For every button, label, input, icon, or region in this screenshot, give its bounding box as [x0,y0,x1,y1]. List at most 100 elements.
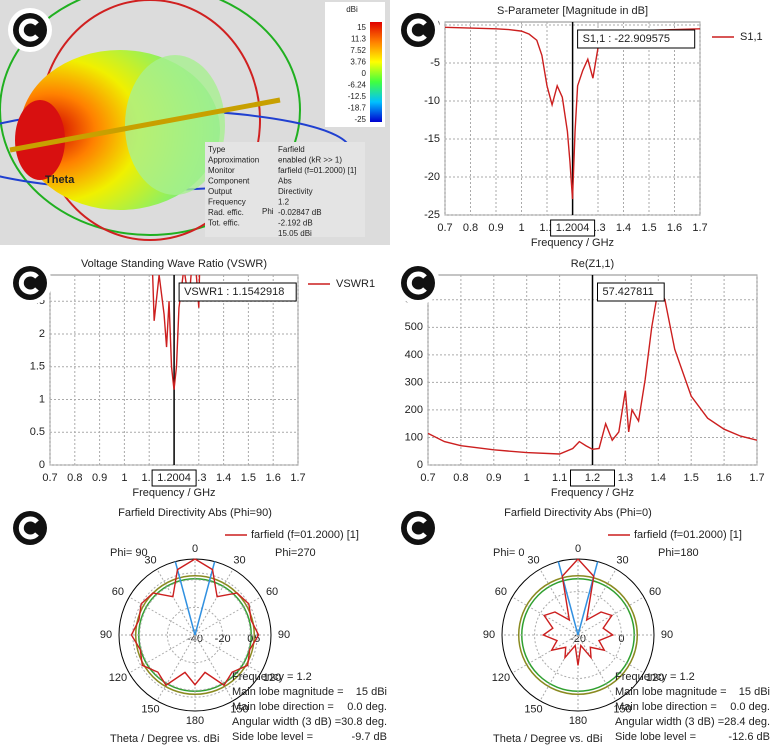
grid-spoke [539,634,579,702]
beamwidth-line [174,561,196,636]
y-tick-label: 200 [405,404,423,416]
beamwidth-line [577,561,599,636]
info-value: Directivity [278,187,313,196]
phi-label: Phi= 0 [493,547,525,559]
x-tick-label: 0.8 [453,472,468,484]
info-key: Frequency [208,198,246,207]
x-tick-label: 0.9 [488,222,503,234]
marker-box [151,469,197,487]
theta-tick-label: 60 [112,586,124,598]
x-axis-label: Theta / Degree vs. dBi [110,733,219,745]
info-key: Type [208,145,226,154]
logo [18,516,39,540]
theta-tick-label: 60 [266,586,278,598]
logo [401,266,435,300]
x-tick-label: 0.7 [437,222,452,234]
info-key: Angular width (3 dB) = [615,716,724,728]
info-value: 15.05 dBi [278,229,312,238]
y-tick-label: 300 [405,376,423,388]
info-value: -2.192 dB [278,219,313,228]
pattern [125,55,225,195]
grid-spoke [577,568,617,636]
logo [401,511,435,545]
theta-tick-label: 90 [100,629,112,641]
info-value: Farfield [278,145,305,154]
grid-spoke [194,634,262,674]
x-tick-label: 1 [518,222,524,234]
info-key: Component [208,177,250,186]
x-tick-label: 1.4 [216,472,231,484]
x-tick-label: 1.5 [241,472,256,484]
x-tick-label: 1.4 [616,222,631,234]
r-tick-label: 0 [618,633,624,645]
annotation: VSWR1 : 1.1542918 [184,286,284,298]
info-box [205,142,365,237]
logo [406,18,427,42]
info-value: -9.7 dB [352,731,387,743]
y-tick-label: -15 [424,133,440,145]
grid-spoke [194,596,262,636]
colorbar-unit: dBi [346,5,358,14]
grid-spoke [128,634,196,674]
x-tick-label: 1.3 [618,472,633,484]
chart-title: Farfield Directivity Abs (Phi=0) [504,507,652,519]
x-tick-label: 1.7 [749,472,764,484]
antenna [9,97,281,153]
axis-label: Phi [262,207,274,216]
x-tick-label: 1 [121,472,127,484]
info-value: 0.0 deg. [347,701,387,713]
colorbar-label: 0 [362,69,367,78]
logo [13,266,47,300]
farfield-3d-panel: dBi Theta Phi [0,0,390,245]
grid-spoke [128,596,196,636]
x-tick-label: 1.6 [266,472,281,484]
grid-ring [132,572,258,698]
marker-label: 1.2004 [556,222,590,234]
x-tick-label: 0.9 [486,472,501,484]
grid-spoke [156,634,196,702]
theta-tick-label: 90 [661,629,673,641]
x-tick-label: 1.7 [692,222,707,234]
y-tick-label: 100 [405,431,423,443]
series-line [151,275,201,390]
colorbar-label: -18.7 [348,104,367,113]
info-key: Output [208,187,233,196]
y-tick-label: -5 [430,57,440,69]
logo [13,511,47,545]
theta-tick-label: 180 [569,715,587,727]
y-tick-label: 0 [417,459,423,471]
pattern [15,100,65,180]
chart-title: Farfield Directivity Abs (Phi=90) [118,507,272,519]
theta-tick-label: 150 [524,703,542,715]
chart-title: S-Parameter [Magnitude in dB] [497,5,648,17]
info-value: enabled (kR >> 1) [278,156,342,165]
colorbar-label: 3.76 [350,58,366,67]
logo [406,516,427,540]
info-value: 30.8 deg. [341,716,387,728]
theta-tick-label: 0 [192,543,198,555]
info-key: Tot. effic. [208,219,240,228]
logo [406,271,427,295]
info-value: -0.02847 dB [278,208,322,217]
x-tick-label: 0.8 [67,472,82,484]
colorbar-label: 7.52 [350,46,366,55]
phi-label: Phi=270 [275,547,316,559]
theta-tick-label: 180 [186,715,204,727]
info-key: Frequency = 1.2 [615,671,695,683]
info-key: Side lobe level = [615,731,696,743]
info-key: Monitor [208,166,235,175]
chart-title: Re(Z1,1) [571,258,614,270]
x-tick-label: 0.7 [420,472,435,484]
logo [18,18,39,42]
logo [13,13,47,47]
logo [18,271,39,295]
theta-tick-label: 90 [278,629,290,641]
info-key: Side lobe level = [232,731,313,743]
y-tick-label: -10 [424,95,440,107]
info-key: Frequency = 1.2 [232,671,312,683]
x-axis-label: Frequency / GHz [551,487,634,499]
series-line [428,286,757,455]
y-tick-label: -25 [424,209,440,221]
x-tick-label: 0.9 [92,472,107,484]
r-tick-label: 0 [247,633,253,645]
